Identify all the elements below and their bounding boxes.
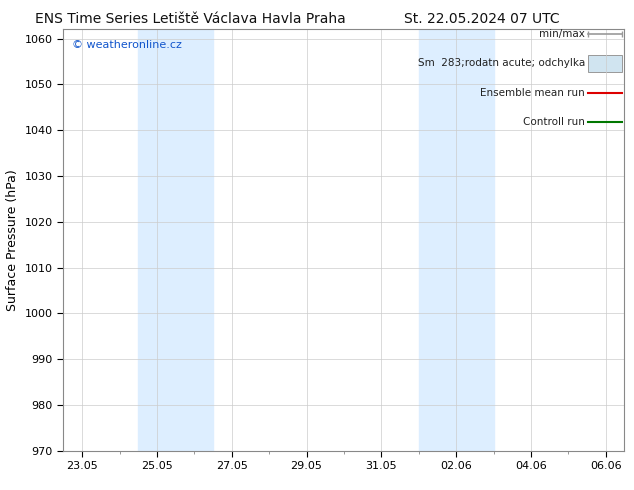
Text: ENS Time Series Letiště Václava Havla Praha: ENS Time Series Letiště Václava Havla Pr… — [35, 12, 346, 26]
Bar — [138, 29, 213, 451]
Text: min/max: min/max — [540, 28, 585, 39]
Text: Controll run: Controll run — [523, 117, 585, 127]
Text: © weatheronline.cz: © weatheronline.cz — [72, 40, 182, 50]
Text: Ensemble mean run: Ensemble mean run — [481, 88, 585, 98]
Y-axis label: Surface Pressure (hPa): Surface Pressure (hPa) — [6, 169, 19, 311]
Text: Sm  283;rodatn acute; odchylka: Sm 283;rodatn acute; odchylka — [418, 58, 585, 68]
FancyBboxPatch shape — [588, 55, 622, 72]
Bar — [418, 29, 493, 451]
Text: St. 22.05.2024 07 UTC: St. 22.05.2024 07 UTC — [404, 12, 560, 26]
